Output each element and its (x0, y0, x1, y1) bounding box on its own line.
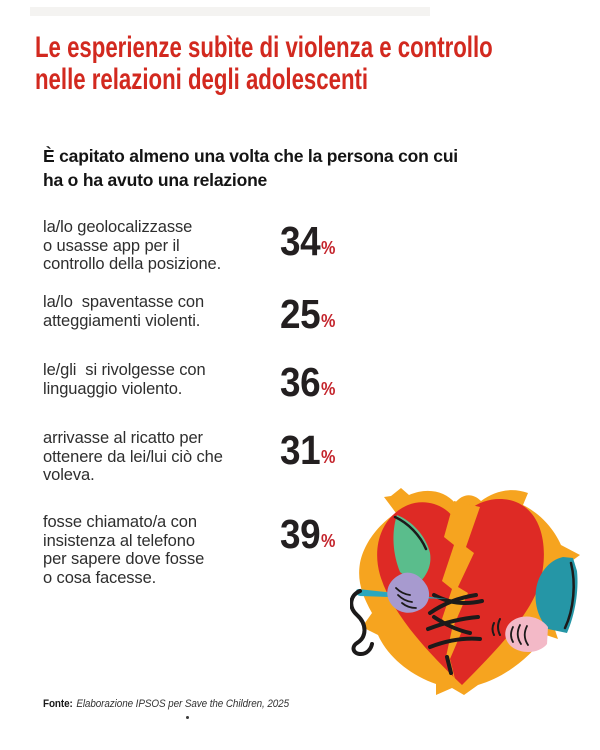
stat-number: 34 (280, 218, 321, 264)
percent-sign: % (321, 531, 336, 551)
right-hand-lines (510, 624, 529, 646)
source-note: Fonte: Elaborazione IPSOS per Save the Ch… (43, 698, 289, 710)
crack-shape (442, 501, 480, 683)
stat-value: 25 % (280, 291, 336, 337)
stat-label: fosse chiamato/a con insistenza al telef… (43, 513, 205, 587)
right-arm-outline (563, 561, 575, 630)
left-hand-lines (395, 587, 417, 609)
percent-sign: % (321, 447, 336, 467)
left-hand (387, 572, 430, 613)
motion-marks (491, 618, 501, 636)
stat-label: la/lo geolocalizzasse o usasse app per i… (43, 218, 222, 273)
stat-number: 25 (280, 291, 321, 337)
stat-number: 31 (280, 427, 321, 473)
percent-sign: % (321, 379, 336, 399)
right-hand (505, 616, 548, 653)
stat-value: 31 % (280, 427, 336, 473)
source-label: Fonte: (43, 698, 73, 710)
left-arm-outline (393, 515, 428, 551)
left-arm-sleeve (393, 515, 431, 585)
percent-sign: % (321, 238, 336, 258)
source-text: Elaborazione IPSOS per Save the Children… (76, 698, 290, 710)
stat-label: arrivasse al ricatto per ottenere da lei… (43, 429, 223, 484)
right-arm-sleeve (535, 557, 578, 633)
stitches (426, 593, 484, 675)
page-title: Le esperienze subìte di violenza e contr… (35, 31, 493, 96)
stray-dot-mark (186, 716, 189, 719)
survey-question: È capitato almeno una volta che la perso… (43, 146, 458, 190)
top-smudge-decoration (30, 7, 430, 16)
stat-number: 39 (280, 511, 321, 557)
stat-label: le/gli si rivolgesse con linguaggio viol… (43, 361, 206, 398)
stat-number: 36 (280, 359, 321, 405)
stat-value: 34 % (280, 218, 336, 264)
thread (350, 589, 374, 657)
stat-value: 36 % (280, 359, 336, 405)
stat-value: 39 % (280, 511, 336, 557)
stat-label: la/lo spaventasse con atteggiamenti viol… (43, 293, 205, 330)
broken-heart-illustration (350, 488, 580, 695)
percent-sign: % (321, 311, 336, 331)
